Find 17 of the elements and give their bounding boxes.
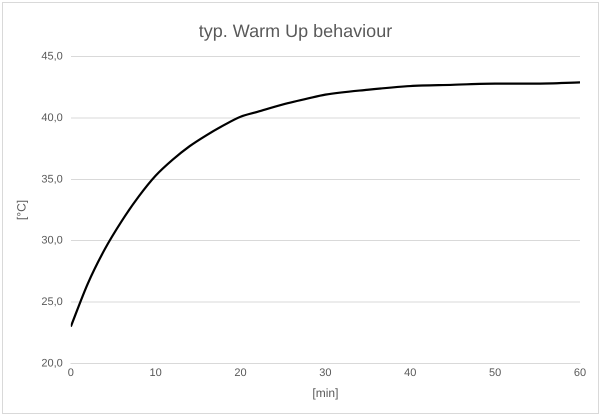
x-tick-label: 40: [404, 367, 416, 380]
x-tick-label: 60: [574, 367, 586, 380]
chart-title: typ. Warm Up behaviour: [198, 20, 392, 41]
line-series: [70, 81, 580, 328]
y-tick-label: 40,0: [41, 112, 63, 124]
y-tick-label: 25,0: [41, 296, 63, 308]
y-tick-label: 45,0: [41, 50, 63, 63]
x-tick-label: 10: [150, 367, 162, 380]
x-tick-label: 50: [489, 367, 502, 380]
y-tick-label: 35,0: [41, 173, 63, 186]
y-tick-label: 20,0: [41, 357, 63, 370]
y-tick-label: 30,0: [41, 234, 63, 247]
x-axis-title: [min]: [312, 386, 338, 400]
x-tick-label: 0: [68, 367, 74, 380]
x-tick-label: 30: [319, 367, 332, 380]
y-axis-title: [°C]: [14, 200, 29, 220]
x-tick-label: 20: [234, 367, 247, 380]
